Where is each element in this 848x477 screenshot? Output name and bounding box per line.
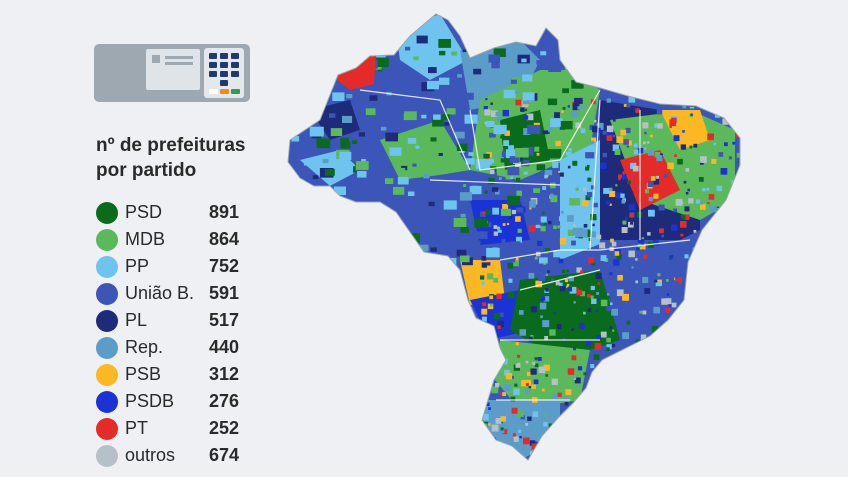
legend-swatch [96, 390, 118, 413]
legend-count: 674 [209, 445, 240, 465]
legend-party: PSD [125, 202, 163, 222]
legend-count: 252 [209, 418, 240, 438]
legend-count: 517 [209, 310, 240, 330]
legend-swatch [96, 444, 118, 467]
legend-swatch [96, 363, 118, 386]
legend-count: 752 [209, 256, 240, 276]
legend-item: Rep. 440 [96, 334, 239, 361]
legend-swatch [96, 255, 118, 278]
legend-party: outros [125, 445, 176, 465]
legend-item: PSDB 276 [96, 388, 239, 415]
legend-swatch [96, 201, 118, 224]
legend-item: PSD 891 [96, 199, 239, 226]
legend-swatch [96, 228, 118, 251]
legend-party: PSDB [125, 391, 175, 411]
legend-item: União B. 591 [96, 280, 239, 307]
legend-party: PL [125, 310, 148, 330]
legend-title: nº de prefeituras por partido [96, 135, 246, 181]
legend-item: MDB 864 [96, 226, 239, 253]
legend-count: 864 [209, 229, 240, 249]
legend-count: 891 [209, 202, 240, 222]
legend-count: 440 [209, 337, 240, 357]
legend-item: PSB 312 [96, 361, 239, 388]
legend-count: 312 [209, 364, 240, 384]
legend-swatch [96, 336, 118, 359]
legend-item: PP 752 [96, 253, 239, 280]
legend: PSD 891 MDB 864 PP 752 União B. 591 PL 517 Rep. 440… [96, 199, 239, 469]
legend-item: PL 517 [96, 307, 239, 334]
legend-party: MDB [125, 229, 165, 249]
legend-party: PSB [125, 364, 162, 384]
legend-party: Rep. [125, 337, 164, 357]
legend-swatch [96, 309, 118, 332]
legend-party: PT [125, 418, 149, 438]
legend-swatch [96, 282, 118, 305]
legend-item: outros 674 [96, 442, 239, 469]
ballot-machine-icon [94, 44, 250, 102]
legend-party: União B. [125, 283, 195, 303]
legend-count: 591 [209, 283, 240, 303]
legend-swatch [96, 417, 118, 440]
legend-item: PT 252 [96, 415, 239, 442]
legend-count: 276 [209, 391, 240, 411]
legend-party: PP [125, 256, 150, 276]
